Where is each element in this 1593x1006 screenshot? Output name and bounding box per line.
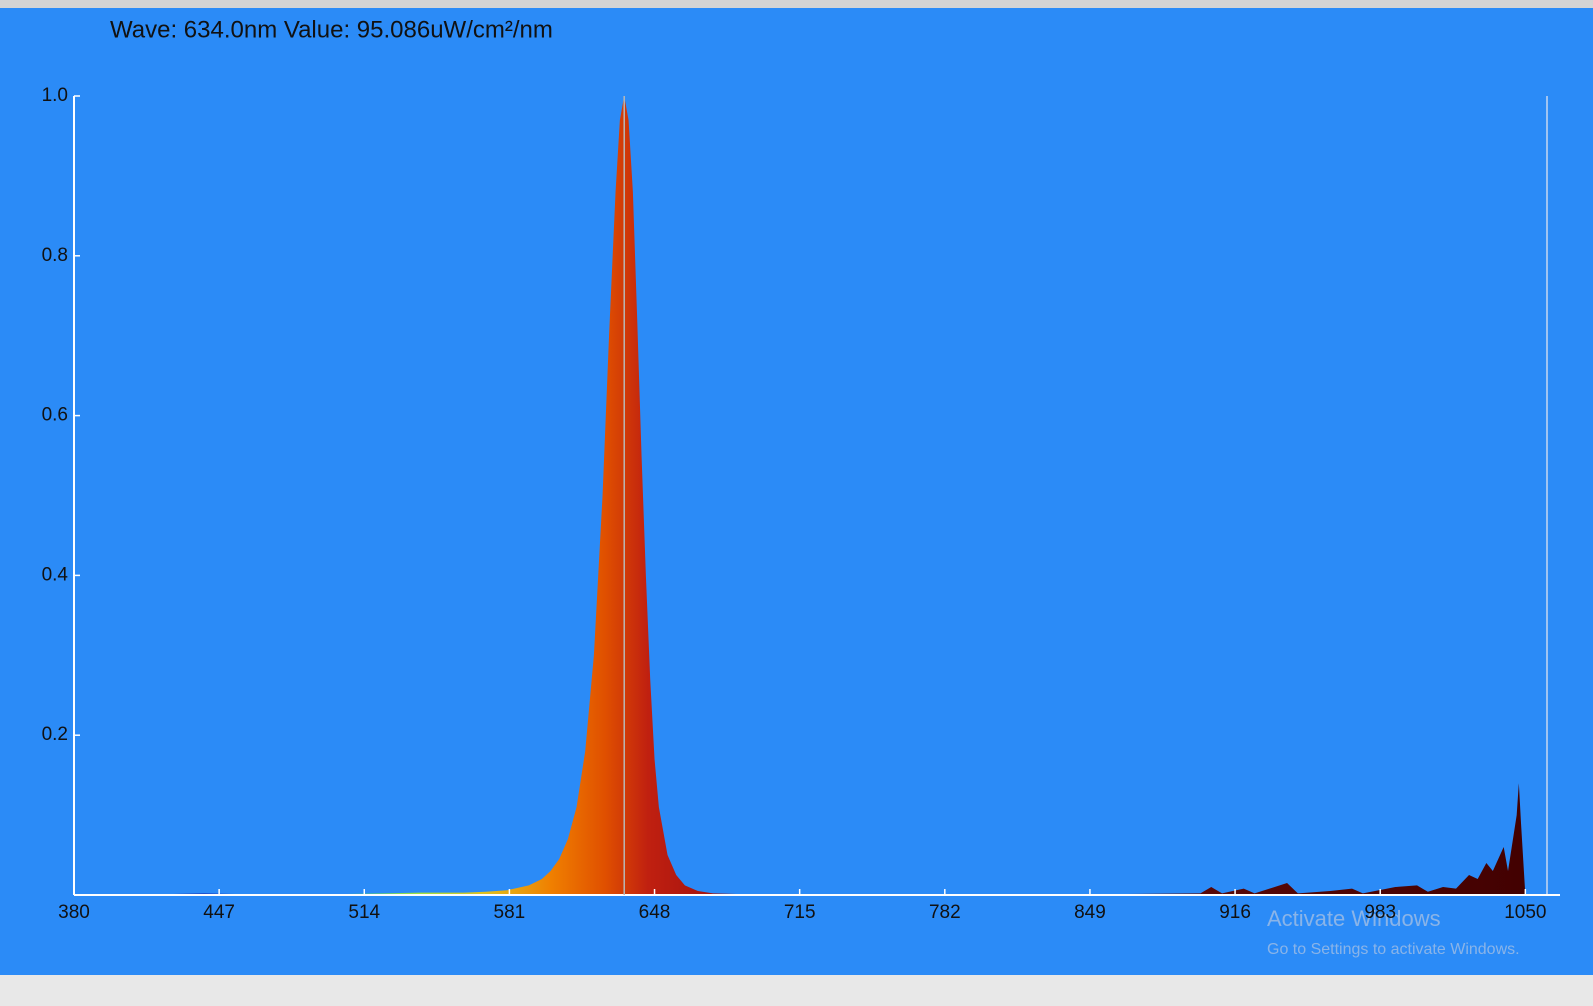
y-tick-label: 0.2: [42, 724, 68, 745]
x-tick-label: 715: [784, 902, 816, 923]
x-tick-label: 983: [1364, 902, 1396, 923]
x-tick-label: 380: [58, 902, 90, 923]
x-tick-label: 581: [494, 902, 526, 923]
plot-background: [0, 8, 1593, 975]
y-tick-label: 0.4: [42, 564, 69, 585]
x-tick-label: 782: [929, 902, 961, 923]
x-tick-label: 849: [1074, 902, 1106, 923]
x-tick-label: 916: [1219, 902, 1251, 923]
x-tick-label: 514: [348, 902, 380, 923]
y-tick-label: 0.8: [42, 245, 68, 266]
x-tick-label: 648: [639, 902, 671, 923]
readout: Wave: 634.0nm Value: 95.086uW/cm²/nm: [110, 16, 553, 43]
watermark-title: Activate Windows: [1267, 906, 1441, 931]
watermark-subtitle: Go to Settings to activate Windows.: [1267, 941, 1520, 958]
y-tick-label: 1.0: [42, 85, 68, 106]
x-tick-label: 1050: [1504, 902, 1546, 923]
y-tick-label: 0.6: [42, 405, 68, 426]
top-border: [0, 0, 1593, 8]
x-tick-label: 447: [203, 902, 235, 923]
